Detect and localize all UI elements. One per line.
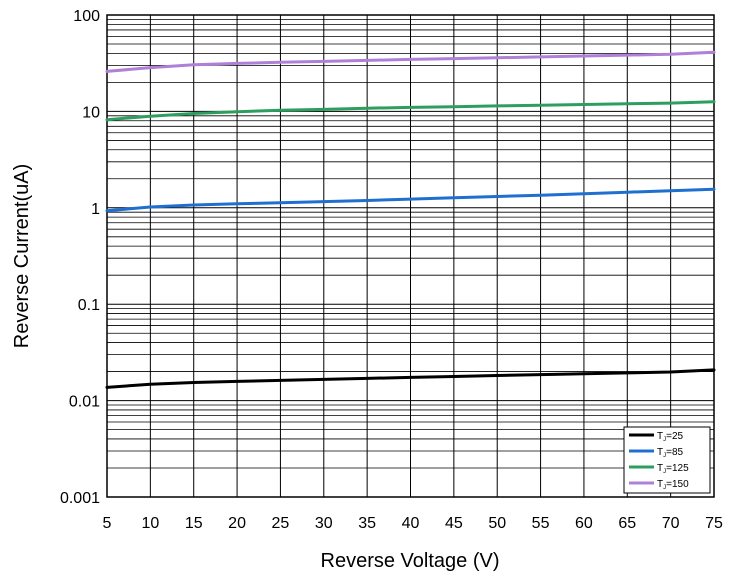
- legend-label-tj-125: TJ=125: [657, 463, 689, 475]
- legend-label-tj-85: TJ=85: [657, 447, 684, 459]
- x-tick-label: 55: [532, 515, 550, 532]
- legend-label-tj-150: TJ=150: [657, 479, 689, 491]
- x-tick-label: 75: [705, 515, 723, 532]
- series-line-tj-25: [105, 368, 716, 389]
- x-tick-label: 50: [488, 515, 506, 532]
- y-tick-label: 0.001: [60, 490, 100, 507]
- x-tick-labels: 5 10 15 20 25 30 35 40 45 50 55 60 65 70 75: [103, 515, 723, 532]
- series-line-tj-85: [105, 187, 716, 213]
- y-tick-label: 0.01: [69, 394, 100, 411]
- y-tick-label: 100: [73, 8, 100, 25]
- grid: [106, 15, 715, 498]
- series-line-tj-150: [105, 50, 716, 73]
- x-tick-label: 5: [103, 515, 112, 532]
- x-tick-label: 10: [141, 515, 159, 532]
- x-tick-label: 45: [445, 515, 463, 532]
- y-axis-title: Reverse Current(uA): [11, 164, 33, 349]
- x-tick-label: 70: [662, 515, 680, 532]
- legend-label-tj-25: TJ=25: [657, 431, 684, 443]
- series-line-tj-125: [105, 100, 716, 122]
- x-tick-label: 20: [228, 515, 246, 532]
- series-layer: [105, 50, 716, 389]
- legend: TJ=25 TJ=85 TJ=125 TJ=150: [623, 426, 711, 494]
- y-tick-label: 10: [82, 104, 100, 121]
- x-tick-label: 25: [272, 515, 290, 532]
- x-tick-label: 40: [402, 515, 420, 532]
- y-tick-label: 0.1: [78, 297, 100, 314]
- y-tick-labels: 0.001 0.01 0.1 1 10 100: [60, 8, 100, 507]
- x-tick-label: 65: [618, 515, 636, 532]
- y-tick-label: 1: [91, 201, 100, 218]
- x-tick-label: 60: [575, 515, 593, 532]
- x-axis-title: Reverse Voltage (V): [321, 550, 500, 572]
- x-tick-label: 30: [315, 515, 333, 532]
- plot-frame: [106, 14, 715, 498]
- x-tick-label: 15: [185, 515, 203, 532]
- x-tick-label: 35: [358, 515, 376, 532]
